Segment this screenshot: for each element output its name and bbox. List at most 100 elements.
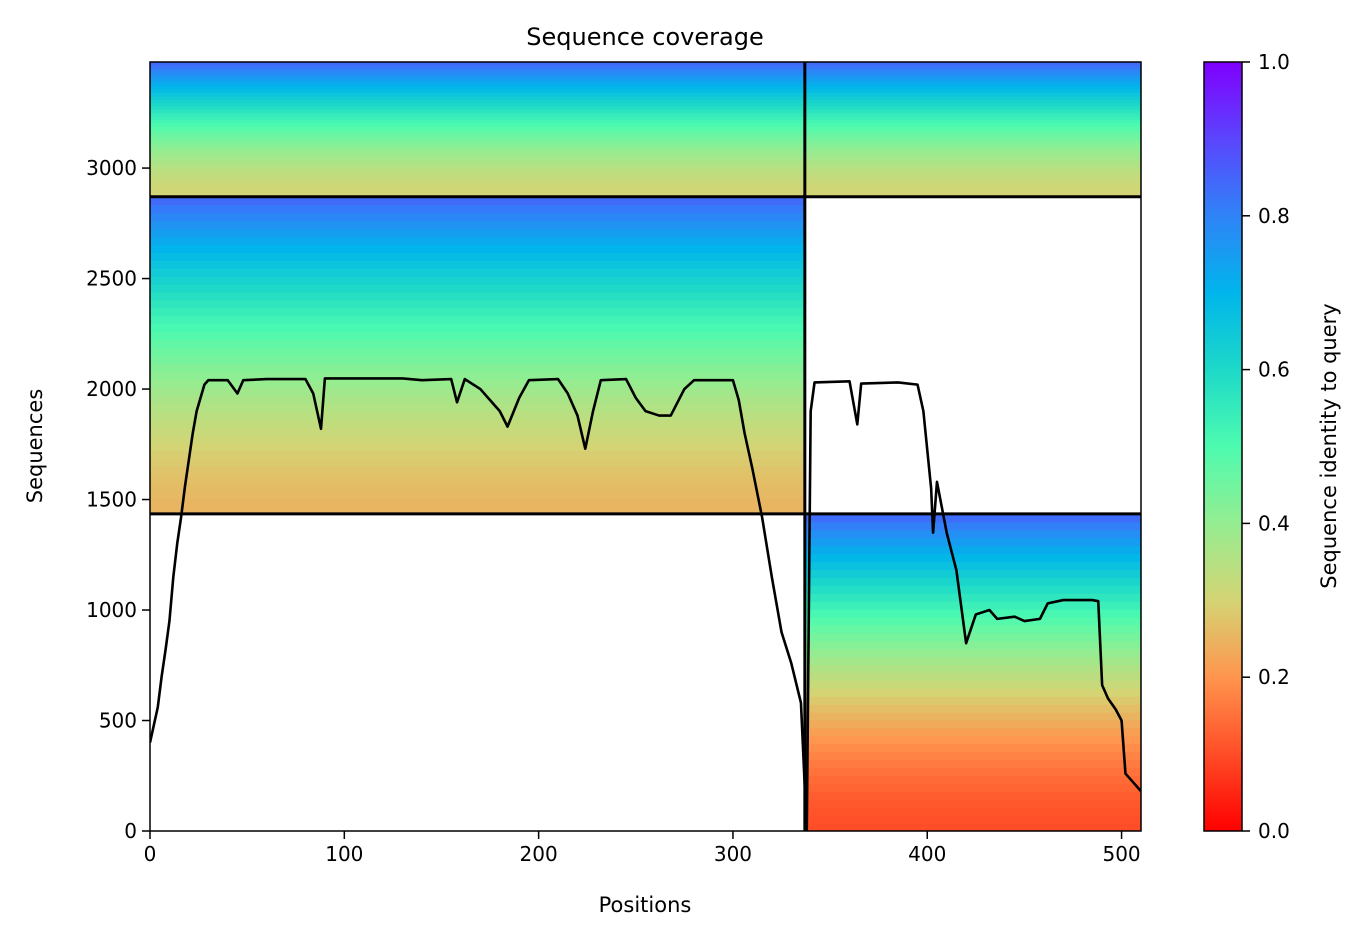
identity-band: [804, 783, 1141, 792]
identity-band: [804, 82, 1141, 87]
x-tick-label: 0: [144, 842, 157, 866]
identity-band: [150, 252, 805, 261]
identity-band: [150, 129, 805, 134]
y-tick-label: 3000: [86, 156, 137, 180]
identity-band: [804, 115, 1141, 120]
identity-band: [804, 75, 1141, 80]
identity-band: [150, 505, 805, 515]
identity-band: [150, 307, 805, 317]
identity-band: [150, 122, 805, 127]
identity-band: [804, 102, 1141, 107]
identity-band: [804, 529, 1141, 539]
identity-band: [150, 204, 805, 214]
identity-band: [150, 173, 805, 178]
identity-band: [804, 609, 1141, 618]
identity-band: [804, 88, 1141, 93]
identity-band: [150, 466, 805, 475]
identity-band: [804, 553, 1141, 563]
identity-band: [150, 156, 805, 161]
identity-band: [804, 727, 1141, 737]
colorbar: [1203, 61, 1243, 832]
coverage-block: [150, 62, 805, 198]
identity-band: [150, 482, 805, 491]
identity-band: [150, 159, 805, 164]
identity-band: [150, 95, 805, 100]
identity-band: [804, 176, 1141, 181]
identity-band: [804, 624, 1141, 634]
identity-band: [150, 132, 805, 137]
y-tick-label: 500: [99, 709, 137, 733]
identity-band: [150, 379, 805, 388]
x-tick-label: 400: [908, 842, 946, 866]
identity-band: [150, 62, 805, 66]
identity-band: [150, 88, 805, 93]
identity-band: [150, 212, 805, 222]
y-axis: 0 500 1000 1500 2000 2500 3000: [86, 156, 150, 843]
x-tick-label: 200: [520, 842, 558, 866]
identity-band: [804, 664, 1141, 674]
identity-band: [150, 186, 805, 191]
identity-band: [804, 85, 1141, 90]
y-axis-label: Sequences: [23, 389, 47, 504]
identity-band: [804, 142, 1141, 147]
identity-band: [804, 672, 1141, 681]
identity-band: [804, 166, 1141, 171]
identity-band: [804, 712, 1141, 721]
identity-band: [150, 236, 805, 245]
identity-band: [804, 561, 1141, 570]
identity-band: [804, 179, 1141, 184]
identity-band: [150, 179, 805, 184]
y-tick-label: 0: [124, 819, 137, 843]
identity-band: [150, 92, 805, 97]
identity-band: [804, 799, 1141, 808]
identity-band: [150, 291, 805, 301]
x-tick-label: 500: [1102, 842, 1140, 866]
identity-band: [150, 78, 805, 83]
colorbar-tick-label: 0.2: [1258, 665, 1290, 689]
identity-band: [804, 146, 1141, 151]
identity-band: [150, 410, 805, 420]
identity-band: [804, 743, 1141, 753]
identity-band: [150, 323, 805, 333]
identity-band: [804, 537, 1141, 547]
identity-band: [804, 696, 1141, 705]
x-axis-label: Positions: [599, 893, 692, 917]
identity-band: [804, 807, 1141, 816]
identity-band: [804, 823, 1141, 831]
identity-band: [150, 109, 805, 114]
identity-band: [150, 474, 805, 483]
identity-band: [150, 347, 805, 356]
identity-band: [150, 152, 805, 157]
colorbar-tick-label: 0.0: [1258, 819, 1290, 843]
identity-band: [150, 434, 805, 444]
identity-band: [150, 112, 805, 117]
coverage-block: [150, 196, 805, 515]
identity-band: [804, 173, 1141, 178]
identity-band: [150, 276, 805, 285]
identity-band: [150, 355, 805, 364]
colorbar-tick-label: 1.0: [1258, 50, 1290, 74]
identity-band: [150, 75, 805, 80]
identity-band: [804, 149, 1141, 154]
identity-band: [150, 426, 805, 436]
y-tick-label: 2000: [86, 377, 137, 401]
identity-band: [150, 183, 805, 188]
identity-band: [804, 112, 1141, 117]
identity-band: [804, 62, 1141, 66]
identity-band: [804, 593, 1141, 602]
identity-band: [804, 126, 1141, 130]
identity-band: [150, 142, 805, 147]
identity-band: [804, 72, 1141, 77]
identity-band: [150, 190, 805, 195]
identity-band: [150, 458, 805, 467]
identity-band: [804, 640, 1141, 650]
plot-frame: [149, 61, 1142, 832]
identity-band: [804, 152, 1141, 157]
identity-band: [804, 688, 1141, 697]
chart-title: Sequence coverage: [526, 23, 763, 51]
identity-band: [804, 815, 1141, 824]
identity-band: [150, 139, 805, 144]
identity-band: [804, 680, 1141, 689]
identity-band: [150, 82, 805, 87]
